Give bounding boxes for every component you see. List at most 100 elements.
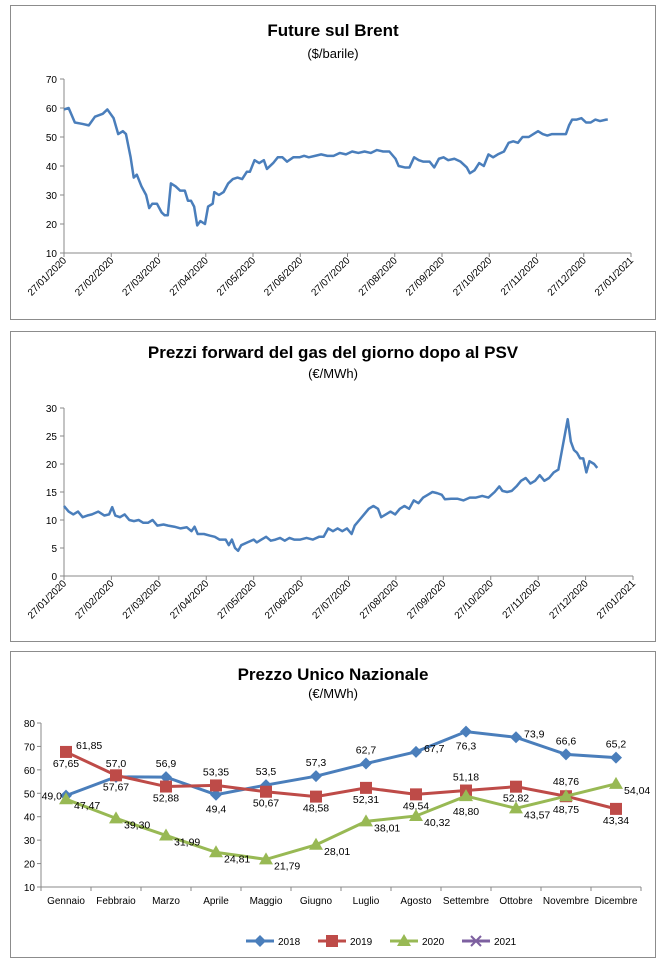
diamond-marker <box>410 745 422 758</box>
triangle-marker <box>409 808 423 821</box>
data-label: 38,01 <box>374 822 400 834</box>
series-line-2019 <box>65 750 617 811</box>
x-tick-label: 27/02/2020 <box>73 255 116 298</box>
y-tick-label: 50 <box>24 789 36 800</box>
x-category-label: Marzo <box>152 896 180 907</box>
series-line <box>63 106 608 227</box>
square-marker <box>210 779 222 792</box>
data-label: 67,65 <box>53 758 79 770</box>
square-marker <box>160 780 172 793</box>
data-label: 53,5 <box>256 766 277 778</box>
data-label: 73,9 <box>524 728 545 740</box>
x-tick-label: 27/08/2020 <box>358 578 401 621</box>
pun-chart-panel: Prezzo Unico Nazionale (€/MWh) 10 20 30 40 50 6… <box>10 651 656 958</box>
diamond-marker <box>254 935 266 947</box>
square-marker <box>326 935 338 947</box>
data-label: 28,01 <box>324 846 350 858</box>
data-label: 52,88 <box>153 793 179 805</box>
legend-label-2020: 2020 <box>422 937 445 948</box>
diamond-marker <box>360 757 372 770</box>
triangle-marker <box>159 828 173 841</box>
x-tick-label: 27/12/2020 <box>546 255 589 298</box>
x-tick-label: 27/04/2020 <box>168 578 211 621</box>
diamond-marker <box>310 770 322 783</box>
series-line <box>63 417 599 553</box>
y-tick-label: 70 <box>46 75 58 86</box>
y-tick-label: 10 <box>46 516 58 527</box>
y-tick-label: 80 <box>24 719 36 730</box>
data-label: 43,34 <box>603 815 629 827</box>
x-tick-label: 27/11/2020 <box>499 255 542 298</box>
y-tick-label: 20 <box>24 860 36 871</box>
x-tick-label: 27/01/2020 <box>26 578 69 621</box>
data-label: 49,54 <box>403 800 429 812</box>
series-line-2020 <box>65 782 617 861</box>
x-tick-label: 27/12/2020 <box>548 578 591 621</box>
x-tick-label: 27/02/2020 <box>73 578 116 621</box>
chart-subtitle: (€/MWh) <box>308 686 358 701</box>
y-tick-label: 30 <box>24 836 36 847</box>
chart-title: Prezzo Unico Nazionale <box>238 665 429 684</box>
y-tick-label: 70 <box>24 742 36 753</box>
data-label: 66,6 <box>556 735 577 747</box>
square-marker <box>510 780 522 793</box>
data-label: 47,47 <box>74 800 100 812</box>
data-label: 56,9 <box>156 758 177 770</box>
chart-title: Prezzi forward del gas del giorno dopo a… <box>148 343 519 362</box>
data-label: 50,67 <box>253 798 279 810</box>
x-tick-label: 27/05/2020 <box>216 578 259 621</box>
chart-title: Future sul Brent <box>267 21 399 40</box>
y-tick-label: 30 <box>46 191 58 202</box>
x-tick-label: 27/08/2020 <box>357 255 400 298</box>
y-tick-label: 30 <box>46 404 58 415</box>
square-marker <box>60 745 72 758</box>
data-label: 52,82 <box>503 793 529 805</box>
x-tick-label: 27/04/2020 <box>168 255 211 298</box>
triangle-marker <box>359 814 373 827</box>
x-tick-label: 27/11/2020 <box>501 578 544 621</box>
x-category-label: Febbraio <box>96 896 136 907</box>
x-tick-label: 27/07/2020 <box>309 255 352 298</box>
data-label: 51,18 <box>453 772 479 784</box>
x-tick-label: 27/09/2020 <box>405 578 448 621</box>
data-label: 43,57 <box>524 809 550 821</box>
y-tick-label: 40 <box>24 813 36 824</box>
pun-chart: Prezzo Unico Nazionale (€/MWh) 10 20 30 40 50 6… <box>24 665 651 948</box>
x-category-label: Luglio <box>353 896 380 907</box>
x-tick-label: 27/03/2020 <box>120 255 163 298</box>
diamond-marker <box>510 731 522 744</box>
diamond-marker <box>610 751 622 764</box>
series-line-2018 <box>65 730 617 798</box>
square-marker <box>310 790 322 803</box>
x-tick-label: 27/03/2020 <box>121 578 164 621</box>
psv-chart-panel: Prezzi forward del gas del giorno dopo a… <box>10 331 656 642</box>
triangle-marker <box>209 845 223 858</box>
triangle-marker <box>509 801 523 814</box>
y-tick-label: 5 <box>51 544 57 555</box>
x-tick-label: 27/07/2020 <box>310 578 353 621</box>
triangle-marker <box>259 852 273 865</box>
y-tick-label: 10 <box>46 249 58 260</box>
x-tick-label: 27/01/2021 <box>595 578 638 621</box>
y-tick-label: 15 <box>46 488 58 499</box>
x-tick-label: 27/09/2020 <box>404 255 447 298</box>
data-label: 62,7 <box>356 745 377 757</box>
diamond-marker <box>210 788 222 801</box>
diamond-marker <box>560 748 572 761</box>
square-marker <box>610 802 622 815</box>
y-tick-label: 40 <box>46 162 58 173</box>
legend-label-2018: 2018 <box>278 937 301 948</box>
x-category-label: Agosto <box>400 896 432 907</box>
x-category-label: Dicembre <box>595 896 638 907</box>
diamond-marker <box>160 771 172 784</box>
triangle-marker <box>309 837 323 850</box>
y-tick-label: 60 <box>24 766 36 777</box>
data-label: 31,99 <box>174 836 200 848</box>
x-category-label: Maggio <box>250 896 283 907</box>
triangle-marker <box>59 792 73 805</box>
y-tick-label: 0 <box>51 572 57 583</box>
data-label: 24,81 <box>224 853 250 865</box>
data-label: 48,80 <box>453 806 479 818</box>
square-marker <box>360 781 372 794</box>
x-tick-label: 27/01/2021 <box>593 255 636 298</box>
